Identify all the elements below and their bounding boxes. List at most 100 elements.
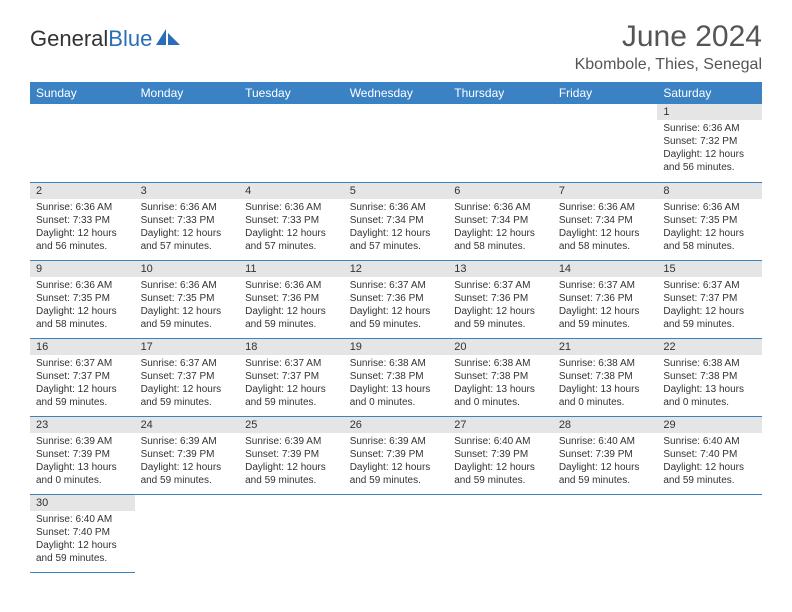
day-details: Sunrise: 6:37 AMSunset: 7:36 PMDaylight:… xyxy=(553,277,658,335)
calendar-cell: 29Sunrise: 6:40 AMSunset: 7:40 PMDayligh… xyxy=(657,416,762,494)
day-details: Sunrise: 6:37 AMSunset: 7:37 PMDaylight:… xyxy=(30,355,135,413)
calendar-cell: 1Sunrise: 6:36 AMSunset: 7:32 PMDaylight… xyxy=(657,104,762,182)
day-details: Sunrise: 6:38 AMSunset: 7:38 PMDaylight:… xyxy=(657,355,762,413)
day-details: Sunrise: 6:37 AMSunset: 7:37 PMDaylight:… xyxy=(657,277,762,335)
weekday-header: Wednesday xyxy=(344,82,449,104)
weekday-header: Sunday xyxy=(30,82,135,104)
day-number: 30 xyxy=(30,495,135,511)
day-number: 20 xyxy=(448,339,553,355)
day-details: Sunrise: 6:36 AMSunset: 7:34 PMDaylight:… xyxy=(553,199,658,257)
calendar-cell: 10Sunrise: 6:36 AMSunset: 7:35 PMDayligh… xyxy=(135,260,240,338)
day-number: 9 xyxy=(30,261,135,277)
day-number: 25 xyxy=(239,417,344,433)
day-details: Sunrise: 6:36 AMSunset: 7:33 PMDaylight:… xyxy=(239,199,344,257)
logo-text-blue: Blue xyxy=(108,26,152,52)
calendar-cell: 20Sunrise: 6:38 AMSunset: 7:38 PMDayligh… xyxy=(448,338,553,416)
weekday-header: Thursday xyxy=(448,82,553,104)
day-number: 22 xyxy=(657,339,762,355)
calendar-cell: 16Sunrise: 6:37 AMSunset: 7:37 PMDayligh… xyxy=(30,338,135,416)
day-details: Sunrise: 6:36 AMSunset: 7:36 PMDaylight:… xyxy=(239,277,344,335)
day-number: 8 xyxy=(657,183,762,199)
day-details: Sunrise: 6:36 AMSunset: 7:35 PMDaylight:… xyxy=(657,199,762,257)
calendar-week-row: 23Sunrise: 6:39 AMSunset: 7:39 PMDayligh… xyxy=(30,416,762,494)
calendar-cell: 17Sunrise: 6:37 AMSunset: 7:37 PMDayligh… xyxy=(135,338,240,416)
day-number: 1 xyxy=(657,104,762,120)
day-number: 12 xyxy=(344,261,449,277)
calendar-cell: 18Sunrise: 6:37 AMSunset: 7:37 PMDayligh… xyxy=(239,338,344,416)
calendar-cell: 7Sunrise: 6:36 AMSunset: 7:34 PMDaylight… xyxy=(553,182,658,260)
calendar-week-row: 16Sunrise: 6:37 AMSunset: 7:37 PMDayligh… xyxy=(30,338,762,416)
calendar-cell: 26Sunrise: 6:39 AMSunset: 7:39 PMDayligh… xyxy=(344,416,449,494)
calendar-cell xyxy=(239,104,344,182)
month-title: June 2024 xyxy=(575,20,762,54)
day-details: Sunrise: 6:36 AMSunset: 7:32 PMDaylight:… xyxy=(657,120,762,178)
calendar-cell: 6Sunrise: 6:36 AMSunset: 7:34 PMDaylight… xyxy=(448,182,553,260)
calendar-cell: 3Sunrise: 6:36 AMSunset: 7:33 PMDaylight… xyxy=(135,182,240,260)
day-number: 15 xyxy=(657,261,762,277)
logo-text-general: General xyxy=(30,26,108,52)
calendar-cell: 12Sunrise: 6:37 AMSunset: 7:36 PMDayligh… xyxy=(344,260,449,338)
day-number: 2 xyxy=(30,183,135,199)
calendar-cell: 15Sunrise: 6:37 AMSunset: 7:37 PMDayligh… xyxy=(657,260,762,338)
calendar-week-row: 9Sunrise: 6:36 AMSunset: 7:35 PMDaylight… xyxy=(30,260,762,338)
day-number: 6 xyxy=(448,183,553,199)
calendar-cell: 28Sunrise: 6:40 AMSunset: 7:39 PMDayligh… xyxy=(553,416,658,494)
calendar-cell: 5Sunrise: 6:36 AMSunset: 7:34 PMDaylight… xyxy=(344,182,449,260)
calendar-cell xyxy=(657,494,762,572)
calendar-cell: 30Sunrise: 6:40 AMSunset: 7:40 PMDayligh… xyxy=(30,494,135,572)
day-number: 26 xyxy=(344,417,449,433)
day-number: 29 xyxy=(657,417,762,433)
day-details: Sunrise: 6:36 AMSunset: 7:35 PMDaylight:… xyxy=(30,277,135,335)
day-number: 28 xyxy=(553,417,658,433)
day-details: Sunrise: 6:38 AMSunset: 7:38 PMDaylight:… xyxy=(553,355,658,413)
day-details: Sunrise: 6:40 AMSunset: 7:39 PMDaylight:… xyxy=(448,433,553,491)
day-number: 24 xyxy=(135,417,240,433)
day-number: 16 xyxy=(30,339,135,355)
day-number: 14 xyxy=(553,261,658,277)
weekday-header: Tuesday xyxy=(239,82,344,104)
calendar-cell xyxy=(239,494,344,572)
weekday-header-row: Sunday Monday Tuesday Wednesday Thursday… xyxy=(30,82,762,104)
day-details: Sunrise: 6:36 AMSunset: 7:35 PMDaylight:… xyxy=(135,277,240,335)
calendar-cell: 11Sunrise: 6:36 AMSunset: 7:36 PMDayligh… xyxy=(239,260,344,338)
day-number: 19 xyxy=(344,339,449,355)
calendar-cell xyxy=(448,494,553,572)
day-details: Sunrise: 6:38 AMSunset: 7:38 PMDaylight:… xyxy=(448,355,553,413)
weekday-header: Friday xyxy=(553,82,658,104)
calendar-cell: 23Sunrise: 6:39 AMSunset: 7:39 PMDayligh… xyxy=(30,416,135,494)
day-details: Sunrise: 6:37 AMSunset: 7:37 PMDaylight:… xyxy=(239,355,344,413)
day-number: 13 xyxy=(448,261,553,277)
calendar-cell: 9Sunrise: 6:36 AMSunset: 7:35 PMDaylight… xyxy=(30,260,135,338)
calendar-cell xyxy=(135,494,240,572)
calendar-cell xyxy=(448,104,553,182)
day-number: 21 xyxy=(553,339,658,355)
calendar-cell: 4Sunrise: 6:36 AMSunset: 7:33 PMDaylight… xyxy=(239,182,344,260)
day-details: Sunrise: 6:39 AMSunset: 7:39 PMDaylight:… xyxy=(239,433,344,491)
calendar-week-row: 30Sunrise: 6:40 AMSunset: 7:40 PMDayligh… xyxy=(30,494,762,572)
calendar-cell xyxy=(553,104,658,182)
day-details: Sunrise: 6:39 AMSunset: 7:39 PMDaylight:… xyxy=(135,433,240,491)
sail-icon xyxy=(154,27,182,52)
day-details: Sunrise: 6:36 AMSunset: 7:34 PMDaylight:… xyxy=(448,199,553,257)
calendar-cell xyxy=(344,104,449,182)
day-number: 5 xyxy=(344,183,449,199)
day-details: Sunrise: 6:39 AMSunset: 7:39 PMDaylight:… xyxy=(344,433,449,491)
day-details: Sunrise: 6:36 AMSunset: 7:33 PMDaylight:… xyxy=(30,199,135,257)
day-details: Sunrise: 6:37 AMSunset: 7:36 PMDaylight:… xyxy=(448,277,553,335)
calendar-week-row: 2Sunrise: 6:36 AMSunset: 7:33 PMDaylight… xyxy=(30,182,762,260)
calendar-cell: 13Sunrise: 6:37 AMSunset: 7:36 PMDayligh… xyxy=(448,260,553,338)
day-number: 11 xyxy=(239,261,344,277)
weekday-header: Monday xyxy=(135,82,240,104)
calendar-cell: 25Sunrise: 6:39 AMSunset: 7:39 PMDayligh… xyxy=(239,416,344,494)
day-details: Sunrise: 6:39 AMSunset: 7:39 PMDaylight:… xyxy=(30,433,135,491)
day-number: 3 xyxy=(135,183,240,199)
calendar-cell xyxy=(553,494,658,572)
calendar-cell: 14Sunrise: 6:37 AMSunset: 7:36 PMDayligh… xyxy=(553,260,658,338)
calendar-cell xyxy=(30,104,135,182)
day-details: Sunrise: 6:37 AMSunset: 7:37 PMDaylight:… xyxy=(135,355,240,413)
day-number: 7 xyxy=(553,183,658,199)
title-block: June 2024 Kbombole, Thies, Senegal xyxy=(575,20,762,74)
day-number: 27 xyxy=(448,417,553,433)
day-details: Sunrise: 6:36 AMSunset: 7:33 PMDaylight:… xyxy=(135,199,240,257)
calendar-week-row: 1Sunrise: 6:36 AMSunset: 7:32 PMDaylight… xyxy=(30,104,762,182)
